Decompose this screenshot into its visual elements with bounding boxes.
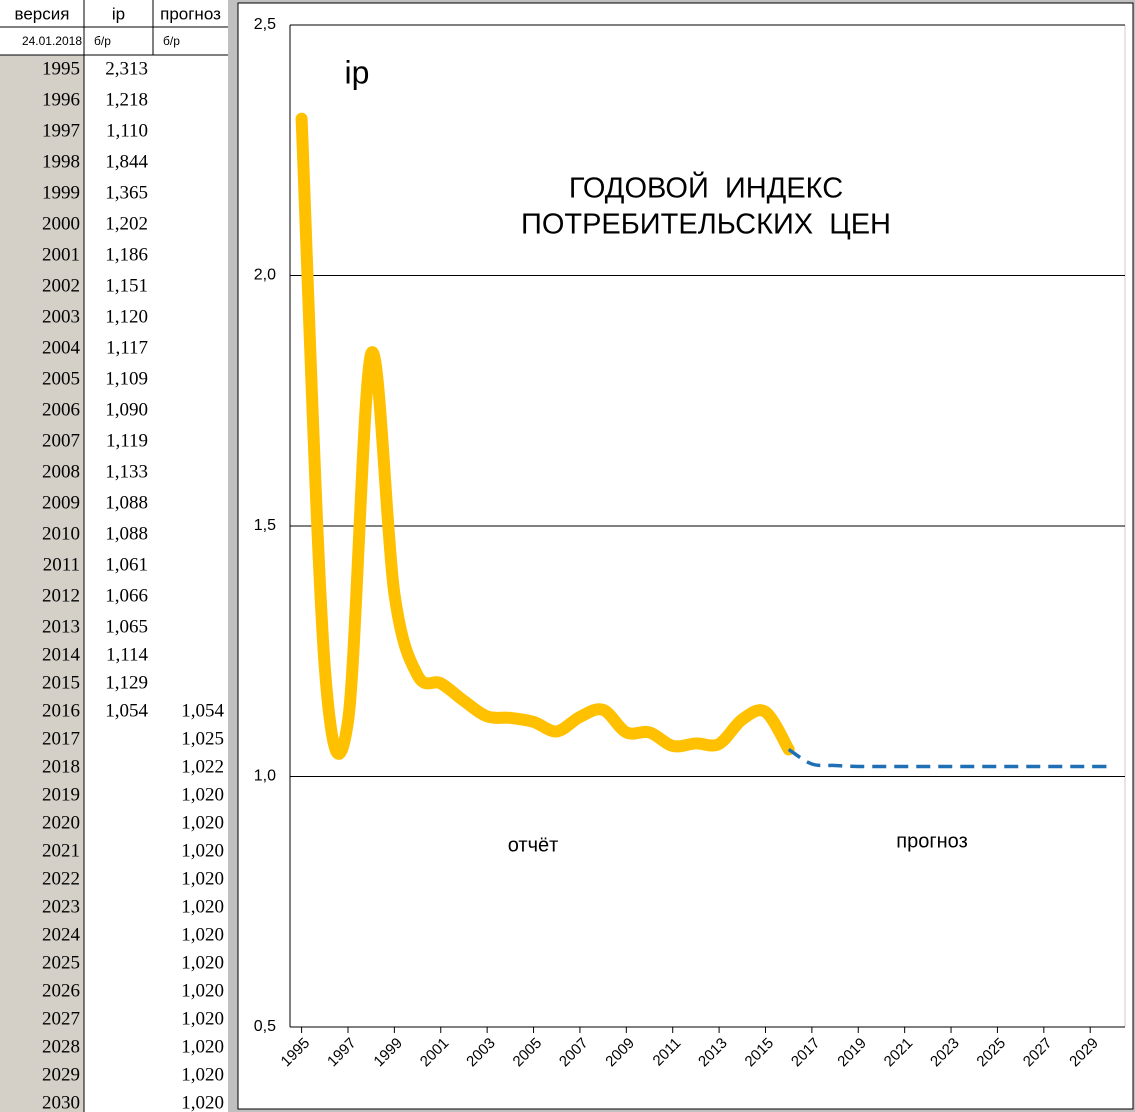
row-year: 2024 (42, 924, 81, 945)
column-subheader: 24.01.2018 (22, 34, 82, 48)
cell-value: 1,365 (105, 182, 148, 203)
row-year: 2009 (42, 492, 80, 513)
cell-value: 1,120 (105, 306, 148, 327)
column-header: прогноз (160, 4, 221, 23)
row-year: 2020 (42, 812, 80, 833)
chart-panel (237, 2, 1134, 1110)
cell-value: 1,117 (106, 337, 148, 358)
row-year: 2023 (42, 896, 80, 917)
cell-value: 1,218 (105, 89, 148, 110)
y-tick-label: 2,0 (254, 267, 276, 284)
cell-value: 1,844 (105, 151, 148, 172)
column-subheader: б/р (163, 34, 180, 48)
row-year: 2019 (42, 784, 80, 805)
cell-value: 1,202 (105, 213, 148, 234)
chart-title: ПОТРЕБИТЕЛЬСКИХ ЦЕН (521, 209, 891, 241)
row-year: 2012 (42, 585, 80, 606)
row-year: 2010 (42, 523, 80, 544)
row-year: 2016 (42, 700, 80, 721)
row-year: 2022 (42, 868, 80, 889)
cell-value: 1,020 (181, 980, 224, 1001)
row-year: 2014 (42, 644, 81, 665)
row-year: 2021 (42, 840, 80, 861)
cell-value: 1,020 (181, 812, 224, 833)
cell-value: 1,020 (181, 1064, 224, 1085)
row-year: 2029 (42, 1064, 80, 1085)
column-header: ip (112, 4, 125, 23)
cell-value: 1,020 (181, 784, 224, 805)
cell-value: 1,020 (181, 1008, 224, 1029)
series-line (295, 112, 795, 760)
annotation: отчёт (508, 834, 559, 856)
row-year: 2015 (42, 672, 80, 693)
cell-value: 1,054 (105, 700, 148, 721)
row-year: 2005 (42, 368, 80, 389)
y-tick-label: 2,5 (254, 16, 276, 33)
cell-value: 2,313 (105, 58, 148, 79)
row-year: 2027 (42, 1008, 80, 1029)
cell-value: 1,020 (181, 952, 224, 973)
row-year: 2018 (42, 756, 80, 777)
row-year: 2004 (42, 337, 81, 358)
cell-value: 1,151 (105, 275, 148, 296)
cell-value: 1,025 (181, 728, 224, 749)
cell-value: 1,061 (105, 554, 148, 575)
cell-value: 1,088 (105, 492, 148, 513)
y-tick-label: 1,0 (254, 768, 276, 785)
cell-value: 1,090 (105, 399, 148, 420)
y-tick-label: 0,5 (254, 1018, 276, 1035)
row-year: 2013 (42, 616, 80, 637)
row-year: 2001 (42, 244, 80, 265)
row-year: 2002 (42, 275, 80, 296)
cell-value: 1,020 (181, 896, 224, 917)
row-year: 2007 (42, 430, 80, 451)
row-year: 2011 (43, 554, 80, 575)
row-year: 2006 (42, 399, 80, 420)
cell-value: 1,133 (105, 461, 148, 482)
column-header: версия (15, 4, 70, 23)
cell-value: 1,119 (106, 430, 148, 451)
row-year: 2030 (42, 1092, 80, 1112)
row-year: 2000 (42, 213, 80, 234)
column-subheader: б/р (94, 34, 111, 48)
row-year: 2003 (42, 306, 80, 327)
cell-value: 1,020 (181, 1036, 224, 1057)
cell-value: 1,088 (105, 523, 148, 544)
cell-value: 1,054 (181, 700, 224, 721)
cell-value: 1,114 (106, 644, 149, 665)
row-year: 1995 (42, 58, 80, 79)
cell-value: 1,110 (106, 120, 148, 141)
cell-value: 1,020 (181, 840, 224, 861)
cell-value: 1,109 (105, 368, 148, 389)
year-column-bg (0, 55, 84, 1112)
row-year: 2008 (42, 461, 80, 482)
series-line (787, 747, 1114, 769)
row-year: 2028 (42, 1036, 80, 1057)
cell-value: 1,020 (181, 868, 224, 889)
row-year: 2025 (42, 952, 80, 973)
cell-value: 1,186 (105, 244, 148, 265)
cell-value: 1,020 (181, 1092, 224, 1112)
row-year: 1997 (42, 120, 80, 141)
cell-value: 1,020 (181, 924, 224, 945)
series-label: ip (345, 54, 370, 90)
series-label: прогноз (896, 830, 967, 852)
cell-value: 1,129 (105, 672, 148, 693)
row-year: 1996 (42, 89, 80, 110)
row-year: 1998 (42, 151, 80, 172)
cell-value: 1,065 (105, 616, 148, 637)
cell-value: 1,066 (105, 585, 148, 606)
row-year: 1999 (42, 182, 80, 203)
y-tick-label: 1,5 (254, 517, 276, 534)
row-year: 2026 (42, 980, 80, 1001)
chart-title: ГОДОВОЙ ИНДЕКС (569, 171, 843, 205)
cell-value: 1,022 (181, 756, 224, 777)
row-year: 2017 (42, 728, 80, 749)
